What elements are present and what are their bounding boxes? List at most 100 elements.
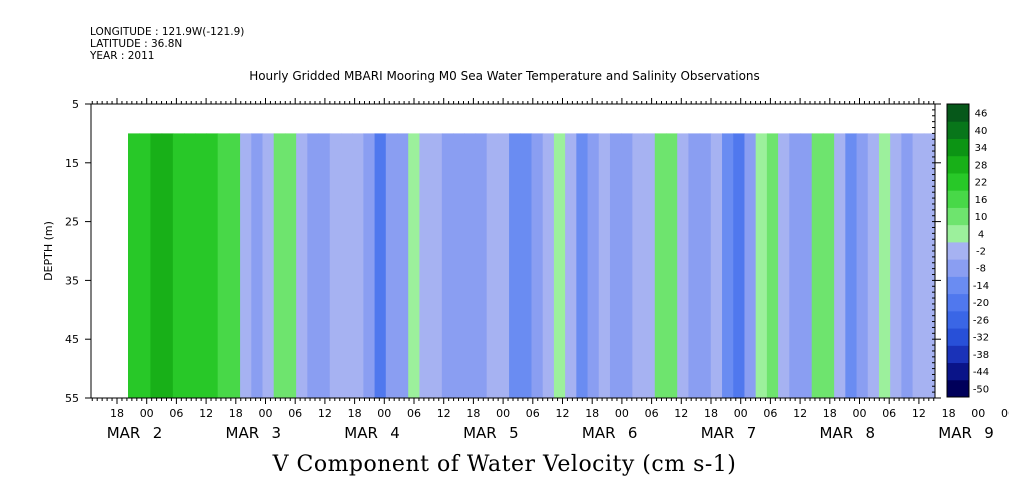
heatmap-cell — [744, 133, 757, 398]
heatmap-cell — [240, 133, 252, 398]
heatmap-cell — [128, 133, 140, 398]
x-tick-label: 00 — [496, 407, 510, 420]
x-axis-label: V Component of Water Velocity (cm s-1) — [272, 452, 737, 477]
colorbar-swatch — [947, 328, 969, 346]
x-day-label-month: MAR — [938, 424, 972, 442]
colorbar-label: -20 — [973, 298, 989, 309]
colorbar-swatch — [947, 259, 969, 277]
x-tick-label: 00 — [853, 407, 867, 420]
heatmap-cell — [150, 133, 163, 398]
x-tick-label: 12 — [912, 407, 926, 420]
heatmap-cell — [553, 133, 566, 398]
colorbar-label: -38 — [973, 350, 989, 361]
x-tick-label: 18 — [348, 407, 362, 420]
heatmap-cell — [778, 133, 790, 398]
x-tick-label: 12 — [674, 407, 688, 420]
heatmap-cell — [161, 133, 174, 398]
colorbar-swatch — [947, 138, 969, 157]
colorbar-label: -26 — [973, 315, 989, 326]
heatmap-cell — [296, 133, 308, 398]
colorbar-label: 46 — [975, 109, 988, 120]
x-tick-label: 00 — [734, 407, 748, 420]
colorbar-swatch — [947, 345, 969, 364]
x-tick-label: 12 — [199, 407, 213, 420]
colorbar-label: 16 — [975, 195, 988, 206]
heatmap-cell — [397, 133, 409, 398]
heatmap-cell — [464, 133, 477, 398]
x-tick-label: 12 — [556, 407, 570, 420]
x-tick-label: 18 — [585, 407, 599, 420]
y-tick-label: 25 — [65, 216, 79, 229]
colorbar-swatch — [947, 121, 969, 139]
x-tick-label: 18 — [942, 407, 956, 420]
latitude-label: LATITUDE : 36.8N — [90, 38, 183, 50]
heatmap-cell — [710, 133, 723, 398]
heatmap-cell — [340, 133, 353, 398]
heatmap-cell — [486, 133, 499, 398]
x-tick-label: 06 — [645, 407, 659, 420]
colorbar-swatch — [947, 293, 969, 312]
y-axis-label: DEPTH (m) — [42, 221, 55, 281]
heatmap-cell — [811, 133, 824, 398]
x-tick-label: 18 — [704, 407, 718, 420]
heatmap-cell — [890, 133, 902, 398]
colorbar-label: 22 — [975, 178, 988, 189]
heatmap-cell — [822, 133, 835, 398]
x-tick-label: 12 — [318, 407, 332, 420]
x-day-label-month: MAR — [344, 424, 378, 442]
x-tick-label: 18 — [823, 407, 837, 420]
heatmap-cell — [251, 133, 264, 398]
longitude-label: LONGITUDE : 121.9W(-121.9) — [90, 26, 245, 38]
heatmap-cell — [845, 133, 858, 398]
heatmap-cell — [475, 133, 488, 398]
heatmap-cell — [329, 133, 342, 398]
heatmap-cell — [374, 133, 387, 398]
colorbar-swatch — [947, 362, 969, 381]
heatmap-cell — [363, 133, 376, 398]
velocity-heatmap — [128, 133, 935, 398]
heatmap-cell — [318, 133, 331, 398]
colorbar-label: -44 — [973, 367, 989, 378]
x-tick-label: 06 — [1001, 407, 1009, 420]
heatmap-cell — [430, 133, 443, 398]
colorbar-swatch — [947, 379, 969, 398]
x-day-label-day: 4 — [390, 424, 400, 442]
heatmap-cell — [722, 133, 734, 398]
heatmap-cell — [609, 133, 622, 398]
heatmap-cell — [453, 133, 465, 398]
heatmap-cell — [834, 133, 846, 398]
colorbar-swatch — [947, 310, 969, 329]
x-day-label-day: 6 — [628, 424, 638, 442]
heatmap-cell — [755, 133, 768, 398]
y-tick-label: 5 — [72, 98, 79, 111]
heatmap-cell — [509, 133, 521, 398]
x-tick-label: 00 — [140, 407, 154, 420]
x-tick-label: 12 — [793, 407, 807, 420]
heatmap-cell — [531, 133, 544, 398]
x-tick-label: 18 — [466, 407, 480, 420]
x-tick-label: 12 — [437, 407, 451, 420]
x-tick-label: 18 — [229, 407, 243, 420]
heatmap-cell — [699, 133, 712, 398]
colorbar: -50 -44 -38 -32 -26 -20 -14 -8 -2 4 10 16 22 28 34 40 46 — [946, 103, 989, 398]
x-tick-label: 06 — [763, 407, 777, 420]
heatmap-cell — [542, 133, 555, 398]
colorbar-label: -8 — [976, 264, 986, 275]
colorbar-swatch — [947, 172, 969, 191]
colorbar-label: -50 — [973, 384, 989, 395]
heatmap-cell — [195, 133, 208, 398]
colorbar-swatch — [947, 155, 969, 174]
heatmap-cell — [912, 133, 925, 398]
heatmap-cell — [497, 133, 510, 398]
heatmap-cell — [856, 133, 869, 398]
y-tick-label: 35 — [65, 274, 79, 287]
heatmap-cell — [184, 133, 196, 398]
x-day-label-day: 8 — [866, 424, 876, 442]
heatmap-cell — [139, 133, 152, 398]
x-tick-label: 06 — [882, 407, 896, 420]
year-label: YEAR : 2011 — [90, 50, 155, 62]
x-day-label-month: MAR — [820, 424, 854, 442]
heatmap-cell — [789, 133, 802, 398]
heatmap-cell — [878, 133, 891, 398]
